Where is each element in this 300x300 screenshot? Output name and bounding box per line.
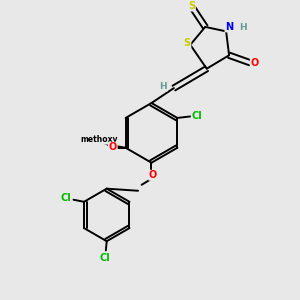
- Text: S: S: [184, 38, 191, 48]
- Text: Cl: Cl: [61, 193, 71, 203]
- Text: N: N: [225, 22, 233, 32]
- Text: O: O: [109, 141, 117, 151]
- Text: methoxy: methoxy: [80, 135, 118, 144]
- Text: Cl: Cl: [100, 253, 111, 263]
- Text: S: S: [188, 1, 195, 11]
- Text: H: H: [238, 23, 246, 32]
- Text: O: O: [250, 58, 259, 68]
- Text: methyl: methyl: [100, 139, 105, 140]
- Text: O: O: [149, 170, 157, 180]
- Text: H: H: [160, 82, 167, 91]
- Text: O: O: [109, 142, 117, 152]
- Text: Cl: Cl: [191, 111, 202, 122]
